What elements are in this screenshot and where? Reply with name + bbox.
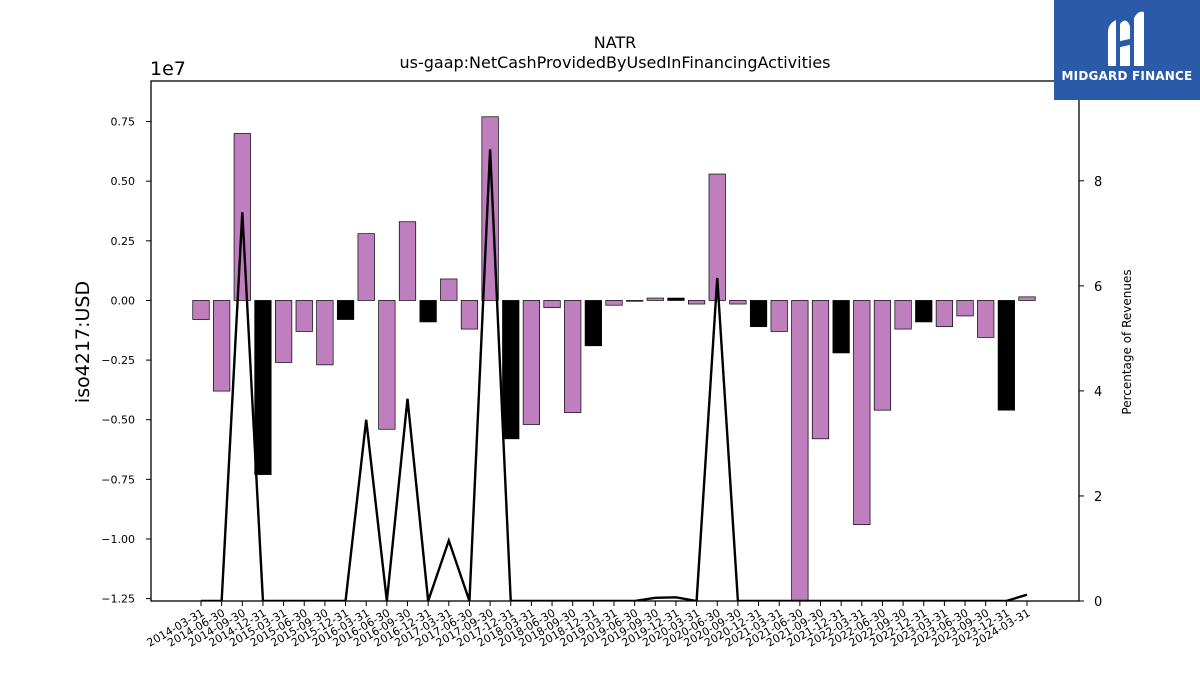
y-tick-label: −1.25: [101, 593, 135, 606]
bar-2015-09-30: [316, 300, 334, 366]
bar-2014-03-31: [192, 300, 210, 320]
y-tick-label: −0.75: [101, 473, 135, 486]
bar-2014-06-30: [213, 300, 231, 392]
bar-2023-12-31: [997, 300, 1015, 411]
midgard-logo-icon: [1108, 11, 1144, 67]
midgard-finance-logo: MIDGARD FINANCE: [1054, 0, 1200, 100]
bar-2019-09-30: [646, 297, 664, 301]
bar-2020-12-31: [749, 300, 768, 328]
bar-2023-03-31: [935, 300, 954, 328]
y2-tick-label: 8: [1094, 175, 1102, 190]
plot-frame: [150, 80, 1080, 602]
bar-2022-06-30: [873, 300, 892, 411]
bar-2016-03-31: [357, 233, 375, 301]
chart-subtitle: us-gaap:NetCashProvidedByUsedInFinancing…: [399, 53, 830, 72]
bar-2015-12-31: [336, 300, 355, 320]
y2-tick-label: 4: [1094, 385, 1102, 400]
y2-tick-label: 2: [1094, 490, 1102, 505]
bar-2019-12-31: [667, 297, 685, 301]
bar-2022-03-31: [853, 300, 871, 526]
bar-2016-06-30: [378, 300, 396, 430]
bar-2016-09-30: [398, 221, 417, 301]
logo-brand-text: MIDGARD FINANCE: [1061, 69, 1193, 83]
bar-2017-06-30: [460, 300, 479, 330]
bar-2021-09-30: [811, 300, 830, 440]
bar-2020-09-30: [729, 300, 747, 305]
y-tick-label: −0.50: [101, 414, 135, 427]
bar-2014-12-31: [254, 300, 272, 475]
bar-2022-09-30: [894, 300, 912, 330]
bar-2019-03-31: [605, 300, 623, 306]
bar-2023-09-30: [977, 300, 995, 338]
bar-2020-03-31: [687, 300, 706, 305]
y-tick-label: 0.75: [111, 116, 136, 129]
bar-2018-06-30: [543, 300, 561, 308]
y2-tick-label: 6: [1094, 280, 1102, 295]
bar-2015-03-31: [275, 300, 293, 363]
bar-2022-12-31: [915, 300, 933, 323]
y-tick-label: 0.50: [111, 175, 136, 188]
y-tick-label: −1.00: [101, 533, 135, 546]
bar-2018-12-31: [584, 300, 602, 347]
y-axis-label: iso4217:USD: [72, 281, 94, 403]
bar-2015-06-30: [295, 300, 313, 332]
bar-2018-09-30: [564, 300, 582, 413]
bar-2024-03-31: [1018, 296, 1036, 301]
bar-2017-03-31: [440, 278, 458, 301]
bar-2021-12-31: [832, 300, 850, 354]
bar-2019-06-30: [626, 300, 644, 302]
bar-2023-06-30: [956, 300, 974, 317]
bar-2021-06-30: [791, 300, 809, 602]
bar-2021-03-31: [770, 300, 788, 332]
chart-title: NATR: [594, 33, 637, 52]
bar-2018-03-31: [522, 300, 541, 425]
y-tick-label: 0.25: [111, 235, 136, 248]
bar-2016-12-31: [419, 300, 437, 323]
y2-axis-label: Percentage of Revenues: [1120, 269, 1134, 414]
y-offset-label: 1e7: [150, 58, 186, 80]
bar-2020-06-30: [708, 173, 726, 301]
y-tick-label: 0.00: [111, 294, 136, 307]
percentage-of-revenues-line: [201, 149, 1028, 601]
y-tick-label: −0.25: [101, 354, 135, 367]
bar-2017-12-31: [502, 300, 520, 440]
y2-tick-label: 0: [1094, 595, 1102, 610]
